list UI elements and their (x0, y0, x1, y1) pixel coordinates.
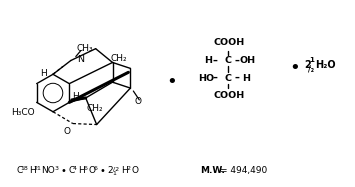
Text: /2: /2 (113, 167, 119, 172)
Text: 1: 1 (113, 171, 116, 176)
Text: –: – (234, 56, 239, 65)
Text: N: N (77, 55, 84, 64)
Text: C: C (224, 56, 231, 65)
Text: 18: 18 (21, 166, 28, 171)
Text: H: H (242, 74, 251, 83)
Text: H: H (72, 92, 79, 102)
Text: CH₃: CH₃ (76, 44, 93, 53)
Text: H₂O: H₂O (315, 60, 335, 70)
Text: •: • (290, 59, 300, 77)
Text: 2: 2 (304, 60, 311, 70)
Text: •: • (166, 73, 178, 91)
Text: CH₂: CH₂ (86, 104, 103, 113)
Text: H: H (121, 166, 128, 175)
Text: 6: 6 (83, 166, 87, 171)
Text: 6: 6 (94, 166, 98, 171)
Text: H₃CO: H₃CO (11, 108, 34, 117)
Text: HO: HO (198, 74, 214, 83)
Text: 2: 2 (108, 166, 113, 175)
Text: O: O (64, 127, 70, 136)
Text: COOH: COOH (214, 38, 245, 47)
Text: /₂: /₂ (308, 65, 314, 74)
Text: = 494,490: = 494,490 (220, 166, 267, 175)
Text: C: C (16, 166, 22, 175)
Text: NO: NO (42, 166, 55, 175)
Text: –: – (234, 73, 239, 83)
Text: •: • (60, 166, 66, 176)
Text: 3: 3 (54, 166, 59, 171)
Text: C: C (69, 166, 75, 175)
Text: M.W.: M.W. (200, 166, 225, 175)
Text: COOH: COOH (214, 91, 245, 100)
Text: 4: 4 (73, 166, 77, 171)
Text: •: • (100, 166, 105, 176)
Text: –: – (212, 56, 217, 65)
Text: –: – (212, 73, 217, 83)
Text: 21: 21 (34, 166, 42, 171)
Text: H: H (78, 166, 85, 175)
Text: H: H (204, 56, 212, 65)
Text: OH: OH (239, 56, 256, 65)
Text: H: H (29, 166, 36, 175)
Text: 1: 1 (309, 57, 314, 64)
Text: 2: 2 (126, 166, 130, 171)
Text: O: O (135, 97, 142, 106)
Text: C: C (224, 74, 231, 83)
Text: CH₂: CH₂ (110, 54, 127, 63)
Text: O: O (89, 166, 96, 175)
Text: O: O (131, 166, 138, 175)
Text: H: H (40, 69, 47, 78)
